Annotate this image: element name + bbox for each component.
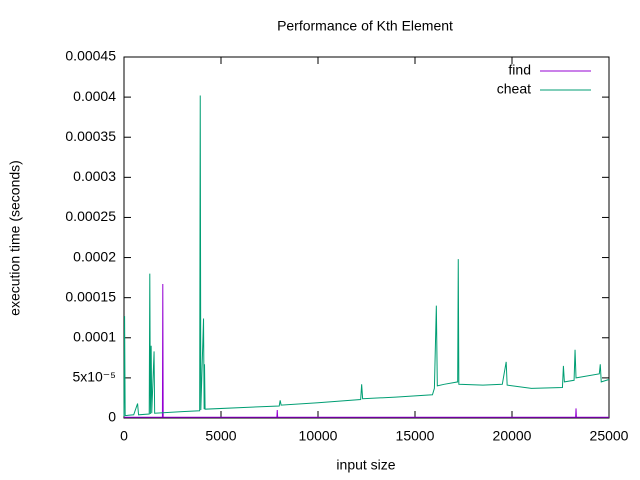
- data-line: [124, 284, 609, 418]
- y-tick-label: 0.00025: [65, 208, 116, 224]
- data-line: [123, 95, 610, 417]
- x-tick-label: 15000: [396, 428, 435, 444]
- y-tick-label: 0.00015: [65, 288, 116, 304]
- plot-border: [123, 56, 610, 419]
- x-tick-label: 20000: [493, 428, 532, 444]
- y-tick-label: 0.0003: [73, 168, 116, 184]
- legend-label: cheat: [497, 81, 531, 97]
- legend-label: find: [508, 62, 531, 78]
- y-tick-label: 0.0002: [73, 248, 116, 264]
- y-axis-label: execution time (seconds): [7, 160, 23, 316]
- y-tick-label: 0.0004: [73, 88, 116, 104]
- y-tick-label: 0.00045: [65, 48, 116, 64]
- y-tick-label: 0: [108, 409, 116, 425]
- x-tick-label: 5000: [205, 428, 236, 444]
- y-tick-label: 0.0001: [73, 328, 116, 344]
- x-axis-label: input size: [336, 457, 395, 473]
- y-tick-label: 0.00035: [65, 128, 116, 144]
- chart-title: Performance of Kth Element: [277, 18, 453, 34]
- x-tick-label: 25000: [590, 428, 629, 444]
- y-tick-label: 5x10⁻⁵: [72, 369, 116, 385]
- x-tick-label: 0: [120, 428, 128, 444]
- x-tick-label: 10000: [299, 428, 338, 444]
